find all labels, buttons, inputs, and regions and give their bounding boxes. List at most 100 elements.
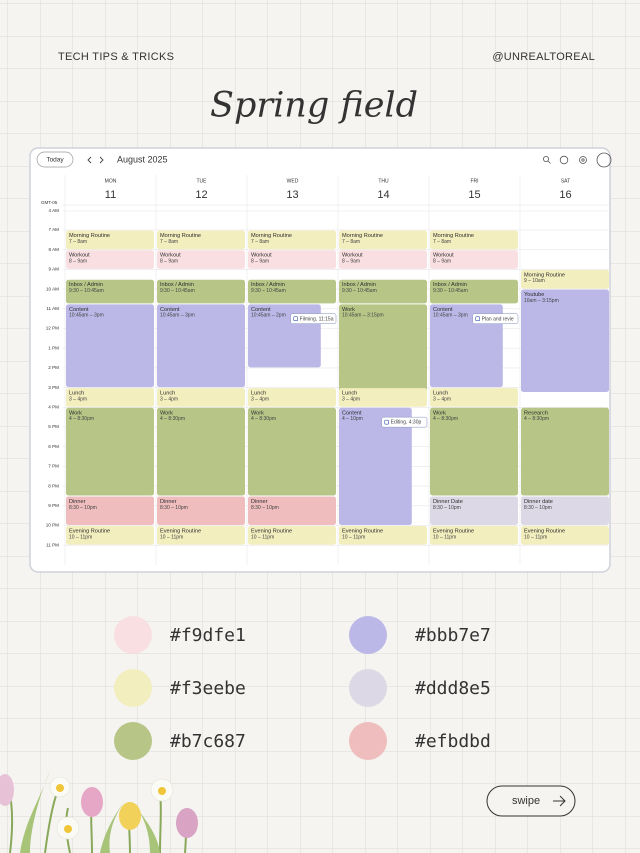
event-title: Dinner	[160, 499, 177, 505]
swatch-hex: #b7c687	[170, 731, 246, 752]
hour-label: 3 PM	[48, 385, 59, 390]
tulip	[81, 787, 103, 817]
event-time: 10 – 11pm	[524, 534, 547, 540]
hour-label: 11 AM	[46, 306, 59, 311]
header-right: @UNREALTOREAL	[492, 51, 595, 63]
date: 14	[377, 189, 389, 201]
event-block	[248, 230, 336, 250]
event-time: 10 – 11pm	[251, 534, 274, 540]
event-block	[157, 496, 245, 525]
event-title: Morning Routine	[524, 272, 565, 278]
event-title: Research	[524, 410, 548, 416]
event-title: Morning Routine	[160, 233, 201, 239]
task-chip[interactable]: Plan and revie	[472, 313, 519, 325]
event-block	[248, 388, 336, 407]
event-block	[430, 250, 518, 269]
event-title: Content	[69, 307, 89, 313]
date: 15	[468, 189, 480, 201]
event-time: 8 – 9am	[251, 259, 269, 265]
event-time: 9 – 10am	[524, 278, 545, 284]
hour-label: 11 PM	[46, 542, 59, 547]
event-time: 4 – 8:30pm	[524, 416, 549, 422]
event-block	[157, 279, 245, 304]
swipe-label[interactable]: swipe	[512, 795, 540, 807]
task-chip[interactable]: Filming, 11:15a	[290, 313, 337, 325]
event-block	[339, 230, 427, 250]
event-block	[430, 407, 518, 496]
toolbar-icons[interactable]	[543, 152, 612, 168]
event-title: Morning Routine	[251, 233, 292, 239]
event-block	[66, 407, 154, 496]
weekday: FRI	[470, 178, 478, 184]
event-time: 4 – 8:30pm	[433, 416, 458, 422]
swatch	[349, 722, 387, 760]
event-title: Inbox / Admin	[160, 282, 194, 288]
hour-label: 4 AM	[49, 208, 60, 213]
event-title: Lunch	[433, 391, 448, 397]
swatch-hex: #efbdbd	[415, 731, 491, 752]
event-title: Content	[251, 307, 271, 313]
today-button[interactable]	[36, 151, 74, 168]
task-chip[interactable]: Editing, 4:30p	[381, 416, 428, 428]
swatch	[114, 669, 152, 707]
today-label[interactable]: Today	[46, 157, 64, 164]
event-title: Work	[251, 410, 264, 416]
swipe-arrow[interactable]	[553, 795, 566, 807]
event-block	[157, 388, 245, 407]
swipe-button[interactable]	[486, 785, 576, 817]
nav-arrows[interactable]	[87, 156, 104, 164]
hour-label: 4 PM	[48, 405, 59, 410]
event-time: 10:45am – 3pm	[433, 313, 468, 319]
event-block	[430, 230, 518, 250]
event-block	[430, 279, 518, 304]
event-block	[521, 269, 609, 289]
event-title: Content	[342, 410, 362, 416]
event-block	[157, 304, 245, 388]
task-check	[475, 316, 480, 322]
event-time: 7 – 8am	[342, 239, 360, 245]
